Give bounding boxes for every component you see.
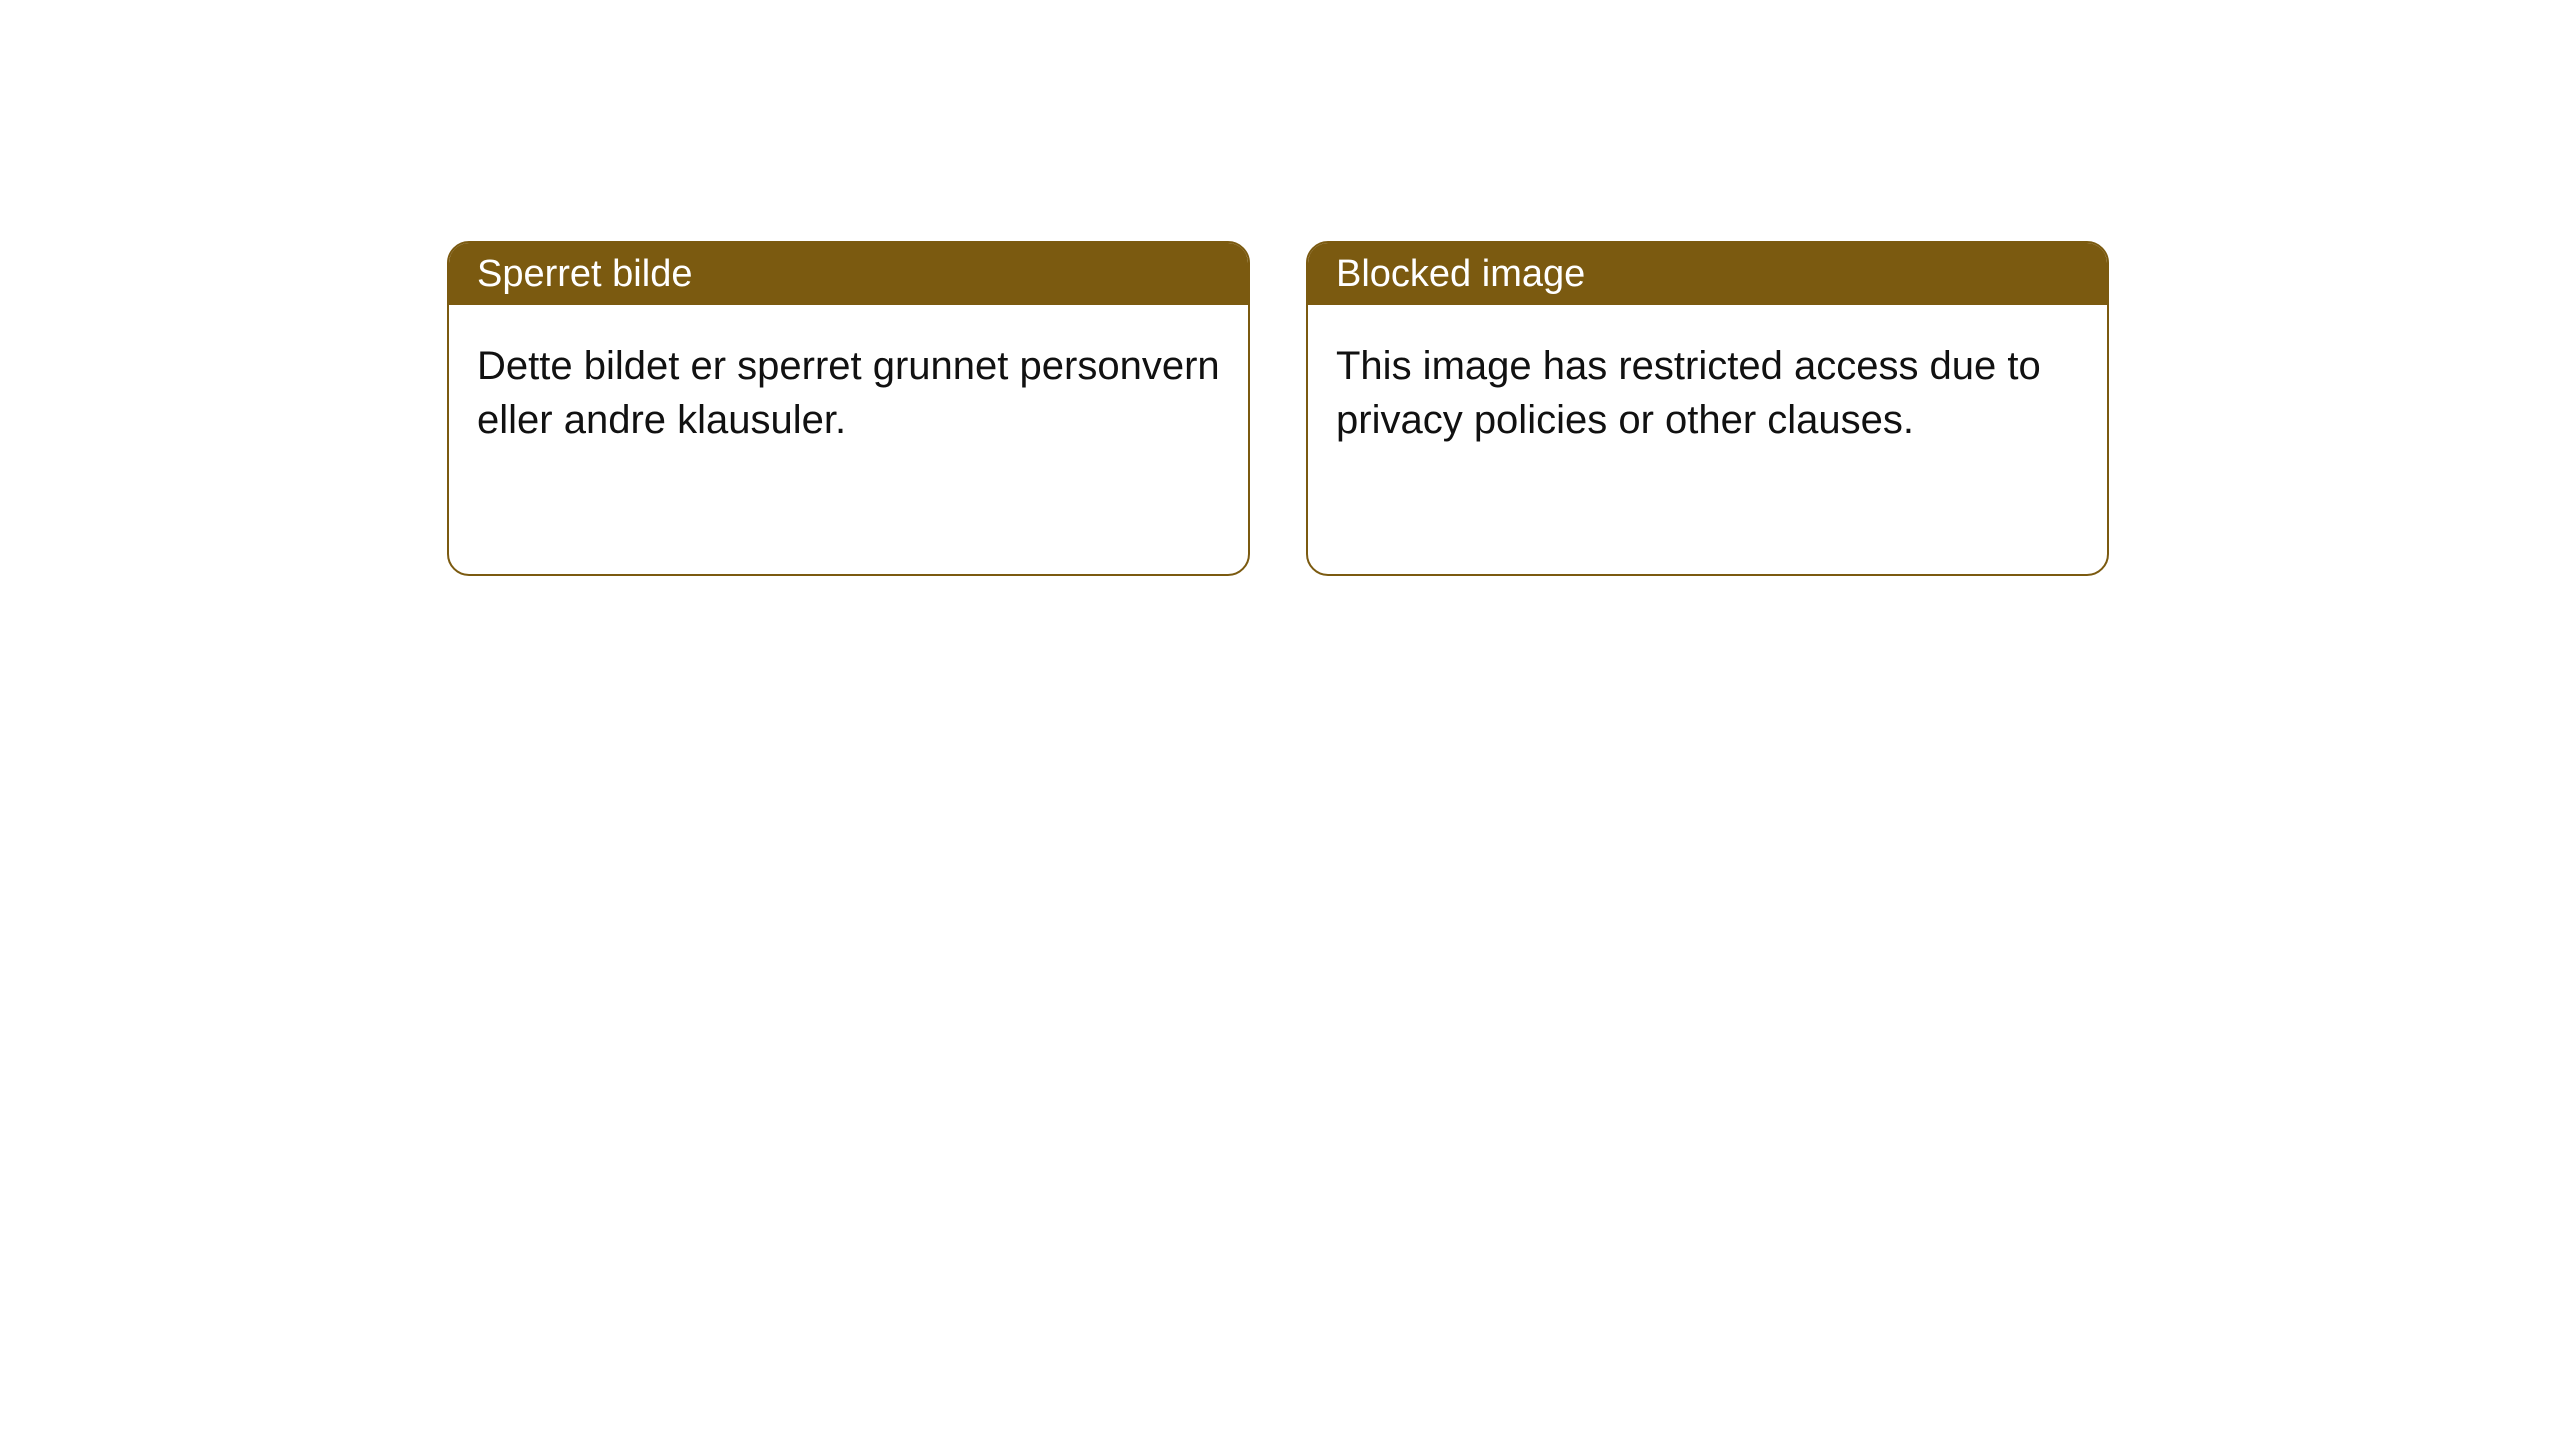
card-no-body: Dette bildet er sperret grunnet personve… [449,305,1248,574]
card-no-header: Sperret bilde [449,243,1248,305]
cards-row: Sperret bilde Dette bildet er sperret gr… [447,241,2109,576]
card-no: Sperret bilde Dette bildet er sperret gr… [447,241,1250,576]
card-en-body: This image has restricted access due to … [1308,305,2107,574]
card-en-header: Blocked image [1308,243,2107,305]
card-en: Blocked image This image has restricted … [1306,241,2109,576]
page-canvas: Sperret bilde Dette bildet er sperret gr… [0,0,2560,1440]
